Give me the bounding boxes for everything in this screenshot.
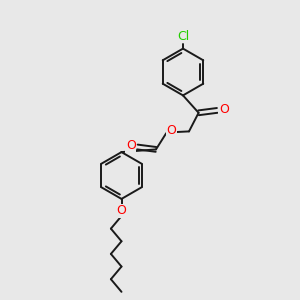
- Text: O: O: [219, 103, 229, 116]
- Text: O: O: [117, 204, 126, 218]
- Text: Cl: Cl: [177, 30, 189, 43]
- Text: O: O: [167, 124, 176, 137]
- Text: O: O: [126, 139, 136, 152]
